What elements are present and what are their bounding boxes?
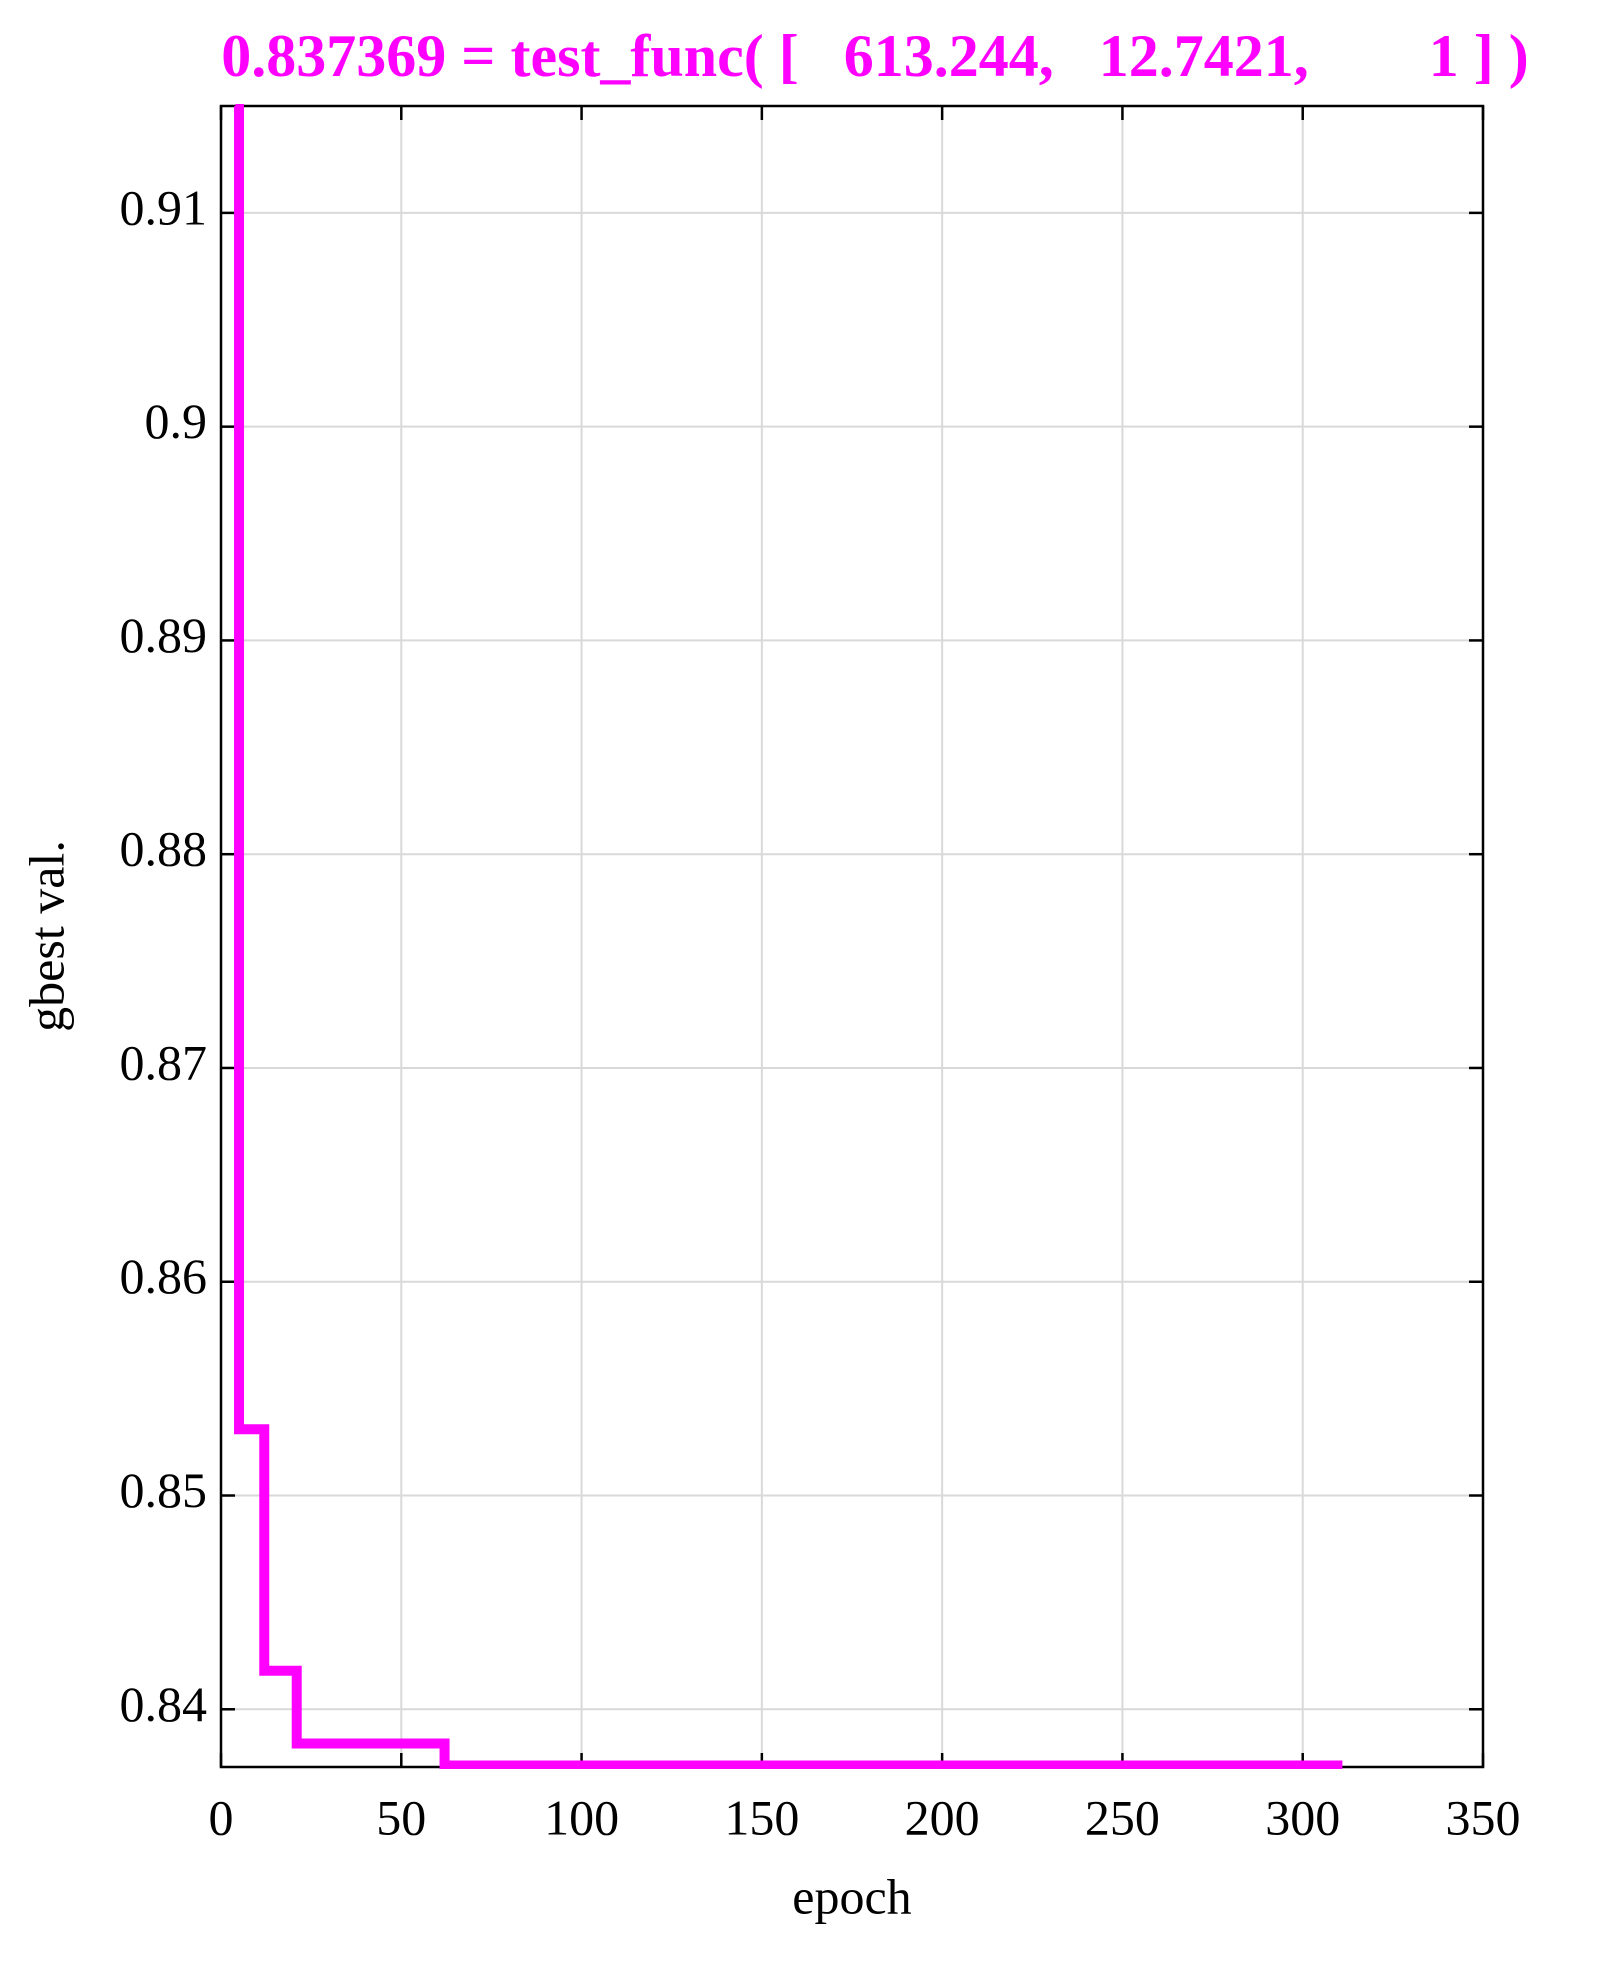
plot-frame <box>219 104 1485 1769</box>
y-tick-label: 0.87 <box>120 1034 208 1090</box>
x-tick-label: 50 <box>376 1789 426 1845</box>
x-axis-label: epoch <box>792 1868 911 1924</box>
x-tick-label: 100 <box>544 1789 619 1845</box>
y-tick-label: 0.85 <box>120 1462 208 1518</box>
y-tick-label: 0.89 <box>120 607 208 663</box>
y-tick-label: 0.88 <box>120 821 208 877</box>
y-tick-label: 0.86 <box>120 1248 208 1304</box>
x-tick-label: 150 <box>724 1789 799 1845</box>
x-tick-label: 300 <box>1265 1789 1340 1845</box>
y-tick-label: 0.91 <box>120 179 208 235</box>
x-tick-label: 250 <box>1085 1789 1160 1845</box>
x-tick-label: 350 <box>1446 1789 1521 1845</box>
y-axis-label: gbest val. <box>18 840 74 1032</box>
y-tick-label: 0.84 <box>120 1676 208 1732</box>
x-tick-label: 0 <box>209 1789 234 1845</box>
chart-title: 0.837369 = test_func( [ 613.244, 12.7421… <box>221 23 1528 89</box>
y-tick-label: 0.9 <box>145 393 208 449</box>
line <box>234 104 1343 1769</box>
x-tick-label: 200 <box>905 1789 980 1845</box>
